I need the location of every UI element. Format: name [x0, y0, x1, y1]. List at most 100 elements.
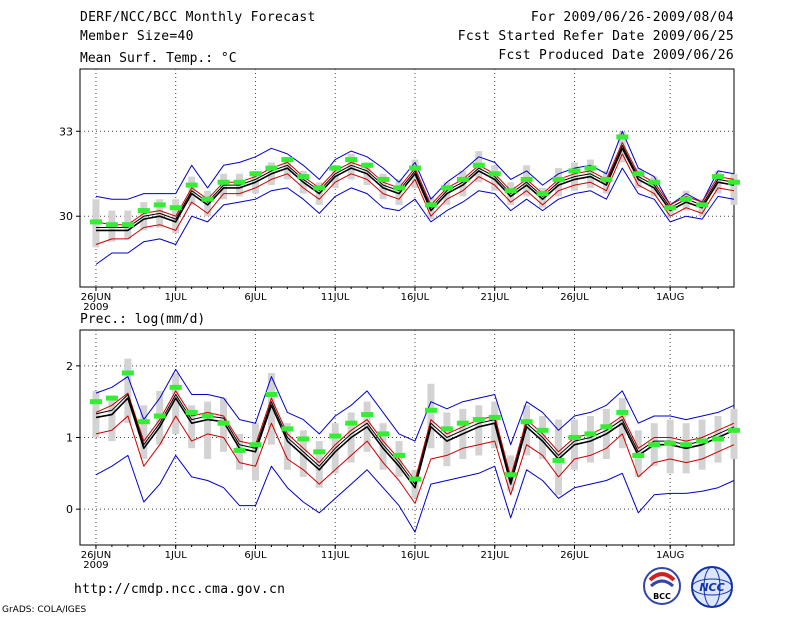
- bottom-observed-marker: [345, 420, 358, 426]
- forecast-period: For 2009/06/26-2009/08/04: [530, 10, 734, 25]
- top-observed-marker: [408, 165, 421, 171]
- top-observed-marker: [393, 185, 406, 191]
- top-observed-marker: [361, 162, 374, 168]
- top-x-tick-label: 1AUG: [656, 292, 684, 303]
- bottom-observed-marker: [265, 392, 278, 397]
- bottom-observed-marker: [361, 412, 374, 418]
- bottom-observed-marker: [217, 420, 230, 426]
- bottom-observed-marker: [584, 431, 597, 437]
- top-observed-marker: [249, 171, 262, 177]
- bottom-observed-marker: [616, 409, 629, 415]
- bottom-spread-bar: [188, 405, 196, 449]
- bottom-inner-range-line: [95, 415, 735, 504]
- top-observed-marker: [648, 179, 661, 185]
- top-observed-marker: [153, 202, 166, 208]
- bottom-observed-marker: [153, 413, 166, 419]
- top-outer-range-line: [95, 130, 735, 206]
- bottom-observed-marker: [297, 436, 310, 442]
- top-spread-bar: [491, 165, 499, 191]
- top-observed-marker: [169, 205, 182, 211]
- top-observed-marker: [105, 222, 118, 228]
- top-observed-marker: [488, 171, 501, 177]
- bottom-spread-bar: [666, 419, 674, 474]
- top-spread-bar: [459, 170, 467, 197]
- top-observed-marker: [536, 191, 549, 197]
- bottom-observed-marker: [377, 431, 390, 437]
- top-observed-marker: [89, 219, 102, 225]
- top-observed-marker: [520, 176, 533, 182]
- bottom-observed-marker: [408, 476, 421, 482]
- bottom-x-tick-label: 1JUL: [165, 550, 188, 561]
- member-size: Member Size=40: [80, 29, 194, 44]
- bottom-observed-marker: [201, 413, 214, 419]
- bottom-outer-range-line: [95, 454, 735, 533]
- bottom-observed-marker: [472, 417, 485, 423]
- chart-title: DERF/NCC/BCC Monthly Forecast: [80, 10, 316, 25]
- bottom-observed-marker: [329, 433, 342, 439]
- top-spread-bar: [539, 187, 547, 208]
- bottom-x-tick-year: 2009: [83, 560, 108, 571]
- bottom-x-tick-label: 16JUL: [401, 550, 430, 561]
- bottom-spread-bar: [124, 358, 132, 424]
- bottom-spread-bar: [379, 423, 387, 470]
- source-url[interactable]: http://cmdp.ncc.cma.gov.cn: [74, 582, 286, 597]
- top-observed-marker: [185, 182, 198, 188]
- top-inner-range-line: [95, 153, 735, 245]
- top-observed-marker: [600, 176, 613, 182]
- bottom-spread-bar: [523, 405, 531, 456]
- top-spread-bar: [379, 173, 387, 200]
- top-observed-marker: [265, 165, 278, 171]
- top-observed-marker: [616, 134, 629, 140]
- bottom-observed-marker: [520, 419, 533, 425]
- top-spread-bar: [650, 176, 658, 197]
- bottom-observed-marker: [440, 426, 453, 432]
- top-observed-marker: [313, 185, 326, 191]
- bottom-spread-bar: [427, 383, 435, 449]
- bottom-spread-bar: [475, 405, 483, 456]
- bottom-spread-bar: [730, 408, 738, 459]
- bottom-observed-marker: [552, 457, 565, 463]
- bottom-observed-marker: [169, 384, 182, 390]
- top-observed-marker: [584, 165, 597, 171]
- top-x-tick-label: 16JUL: [401, 292, 430, 303]
- fcst-started-date: Fcst Started Refer Date 2009/06/25: [457, 29, 734, 44]
- top-observed-marker: [217, 179, 230, 185]
- bottom-spread-bar: [586, 416, 594, 463]
- bottom-observed-marker: [249, 442, 262, 448]
- top-spread-bar: [395, 179, 403, 205]
- top-x-tick-year: 2009: [83, 302, 108, 313]
- top-observed-marker: [680, 196, 693, 202]
- bottom-x-tick-label: 1AUG: [656, 550, 684, 561]
- top-outer-range-line: [95, 167, 735, 265]
- bottom-observed-marker: [568, 435, 581, 440]
- bottom-observed-marker: [393, 452, 406, 458]
- bottom-spread-bar: [443, 412, 451, 467]
- top-observed-marker: [137, 208, 150, 214]
- top-observed-marker: [568, 168, 581, 174]
- bottom-x-tick-label: 26JUN: [81, 550, 111, 561]
- bottom-observed-marker: [281, 426, 294, 432]
- top-spread-bar: [730, 173, 738, 205]
- bottom-x-tick-label: 26JUL: [560, 550, 589, 561]
- top-x-tick-label: 1JUL: [165, 292, 188, 303]
- top-observed-marker: [504, 188, 517, 194]
- top-spread-bar: [347, 153, 355, 180]
- top-observed-marker: [472, 162, 485, 168]
- bottom-x-tick-label: 21JUL: [480, 550, 509, 561]
- bottom-spread-bar: [92, 390, 100, 438]
- top-observed-marker: [552, 176, 565, 182]
- top-spread-bar: [220, 173, 228, 200]
- top-x-tick-label: 26JUN: [81, 292, 111, 303]
- bottom-observed-marker: [105, 395, 118, 401]
- top-x-tick-label: 6JUL: [244, 292, 267, 303]
- bottom-observed-marker: [313, 449, 326, 455]
- bottom-y-tick-label: 2: [66, 360, 73, 373]
- bottom-observed-marker: [137, 419, 150, 425]
- bottom-spread-bar: [108, 398, 116, 442]
- top-observed-marker: [297, 174, 310, 180]
- top-observed-marker: [377, 176, 390, 182]
- grads-credit: GrADS: COLA/IGES: [2, 605, 87, 615]
- bottom-observed-marker: [600, 424, 613, 430]
- bottom-spread-bar: [315, 441, 323, 488]
- bottom-spread-bar: [299, 430, 307, 477]
